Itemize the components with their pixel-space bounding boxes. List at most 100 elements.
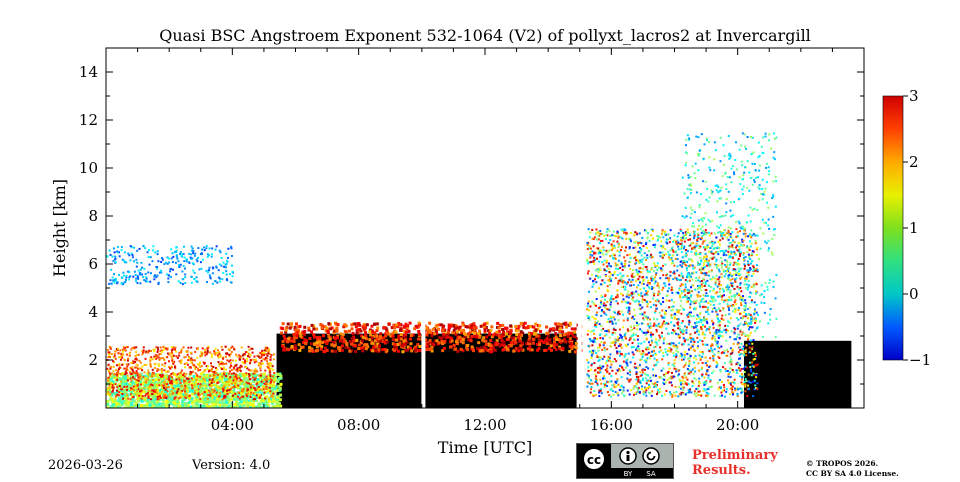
heatmap-cell — [235, 373, 238, 376]
heatmap-cell — [599, 255, 602, 258]
heatmap-cell — [118, 364, 121, 367]
heatmap-cell — [222, 386, 225, 389]
heatmap-cell — [144, 357, 147, 360]
heatmap-cell — [146, 251, 149, 254]
heatmap-cell — [139, 393, 142, 396]
heatmap-cell — [740, 333, 743, 336]
heatmap-cell — [205, 398, 209, 402]
heatmap-cell — [402, 329, 406, 333]
heatmap-cell — [607, 321, 610, 324]
heatmap-cell — [175, 387, 179, 391]
heatmap-cell — [268, 369, 271, 372]
heatmap-cell — [128, 271, 131, 274]
heatmap-cell — [639, 380, 642, 383]
heatmap-cell — [136, 390, 139, 393]
heatmap-cell — [202, 378, 205, 381]
heatmap-cell — [150, 404, 154, 408]
heatmap-cell — [239, 355, 242, 358]
heatmap-cell — [289, 346, 293, 350]
heatmap-cell — [139, 282, 142, 285]
heatmap-cell — [596, 355, 599, 358]
heatmap-cell — [386, 331, 390, 335]
heatmap-cell — [706, 343, 709, 346]
heatmap-cell — [626, 328, 629, 331]
heatmap-cell — [230, 346, 233, 349]
heatmap-cell — [197, 379, 201, 383]
heatmap-cell — [228, 384, 231, 387]
heatmap-cell — [702, 294, 705, 297]
heatmap-cell — [235, 363, 238, 366]
heatmap-cell — [447, 328, 451, 332]
heatmap-cell — [729, 232, 732, 235]
heatmap-cell — [264, 377, 267, 380]
heatmap-cell — [554, 322, 558, 326]
heatmap-cell — [687, 290, 690, 293]
heatmap-cell — [660, 314, 663, 317]
heatmap-cell — [159, 353, 162, 356]
heatmap-cell — [738, 254, 741, 257]
heatmap-cell — [169, 268, 172, 271]
heatmap-cell — [442, 324, 446, 328]
heatmap-cell — [164, 376, 167, 379]
heatmap-cell — [123, 259, 126, 262]
heatmap-cell — [278, 398, 282, 402]
heatmap-cell — [602, 304, 605, 307]
heatmap-cell — [343, 329, 347, 333]
heatmap-cell — [696, 295, 699, 298]
heatmap-cell — [325, 341, 329, 345]
heatmap-cell — [193, 254, 196, 257]
heatmap-cell — [187, 389, 191, 393]
heatmap-cell — [213, 393, 217, 397]
heatmap-cell — [631, 334, 634, 337]
heatmap-cell — [156, 350, 159, 353]
heatmap-cell — [188, 380, 191, 383]
heatmap-cell — [137, 277, 140, 280]
heatmap-cell — [222, 356, 225, 359]
heatmap-cell — [172, 380, 175, 383]
heatmap-cell — [135, 370, 138, 373]
heatmap-cell — [635, 348, 638, 351]
heatmap-cell — [745, 366, 748, 369]
heatmap-cell — [375, 337, 379, 341]
heatmap-cell — [589, 256, 592, 259]
heatmap-cell — [607, 290, 610, 293]
heatmap-cell — [193, 271, 196, 274]
heatmap-cell — [590, 364, 593, 367]
heatmap-cell — [744, 301, 747, 304]
heatmap-cell — [706, 244, 709, 247]
heatmap-cell — [729, 284, 732, 287]
heatmap-cell — [530, 348, 534, 352]
heatmap-cell — [417, 337, 421, 341]
heatmap-cell — [642, 263, 645, 266]
heatmap-cell — [440, 323, 444, 327]
heatmap-cell — [635, 232, 638, 235]
heatmap-cell — [341, 333, 345, 337]
heatmap-cell — [655, 358, 658, 361]
heatmap-cell — [492, 333, 496, 337]
heatmap-cell — [555, 337, 559, 341]
heatmap-cell — [318, 343, 322, 347]
heatmap-cell — [259, 351, 262, 354]
heatmap-cell — [347, 346, 351, 350]
heatmap-cell — [118, 255, 121, 258]
heatmap-cell — [166, 379, 170, 383]
heatmap-cell — [437, 327, 441, 331]
heatmap-cell — [744, 235, 747, 238]
heatmap-cell — [156, 369, 159, 372]
heatmap-cell — [211, 282, 214, 285]
heatmap-cell — [682, 237, 685, 240]
heatmap-cell — [620, 385, 623, 388]
heatmap-cell — [222, 261, 225, 264]
heatmap-cell — [158, 358, 161, 361]
heatmap-cell — [130, 246, 133, 249]
heatmap-cell — [467, 338, 471, 342]
heatmap-cell — [208, 386, 212, 390]
heatmap-cell — [107, 363, 110, 366]
heatmap-cell — [573, 327, 577, 331]
heatmap-cell — [506, 347, 510, 351]
heatmap-cell — [266, 360, 269, 363]
heatmap-cell — [511, 339, 515, 343]
heatmap-cell — [707, 246, 710, 249]
heatmap-cell — [223, 391, 226, 394]
heatmap-cell — [455, 339, 459, 343]
